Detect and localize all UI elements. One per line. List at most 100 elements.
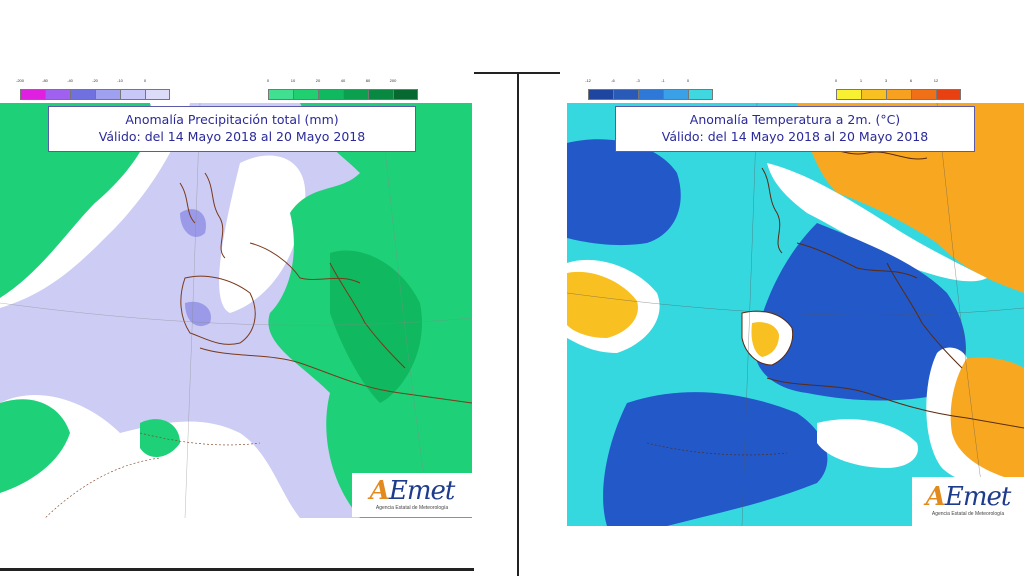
- precip-legend-swatch: [268, 89, 293, 100]
- precip-legend-segment: 10: [291, 78, 318, 100]
- precip-dry-strong-patch-2: [185, 301, 211, 327]
- precip-map: Anomalía Precipitación total (mm) Válido…: [0, 103, 472, 518]
- precip-title-box: Anomalía Precipitación total (mm) Válido…: [48, 106, 416, 152]
- temp-legend-segment: 1: [860, 78, 886, 100]
- precip-legend-segment: 80: [366, 78, 393, 100]
- temp-graticule: [567, 103, 1024, 526]
- temp-legend-segment: 6: [910, 78, 936, 100]
- temp-legend-swatch: [886, 89, 911, 100]
- temp-legend-segment: -6: [611, 78, 638, 100]
- temp-warm-strong-zone-west: [567, 271, 638, 338]
- precip-map-svg: [0, 103, 472, 518]
- temp-neutral-zone-northeast: [767, 163, 987, 282]
- temp-legend-tick-label: 0: [686, 78, 690, 83]
- precip-legend-swatch: [120, 89, 145, 100]
- temp-map-svg: [567, 103, 1024, 526]
- precip-legend-tick-label: -20: [92, 78, 98, 83]
- temp-legend-tick-label: 1: [859, 78, 863, 83]
- temp-title-box: Anomalía Temperatura a 2m. (°C) Válido: …: [615, 106, 975, 152]
- temp-legend-swatch: [613, 89, 638, 100]
- precip-legend-segment: -80: [42, 78, 70, 100]
- temp-legend-segment: 0: [687, 78, 713, 100]
- temp-validity: Válido: del 14 Mayo 2018 al 20 Mayo 2018: [661, 129, 929, 144]
- precip-legend-positive: 0 10 20 40 80 200: [267, 78, 418, 100]
- temp-legend-tick-label: 12: [933, 78, 939, 83]
- aemet-logo-left: AEmet Agencia Estatal de Meteorología: [352, 473, 472, 517]
- precip-legend-tick-label: -40: [67, 78, 73, 83]
- precip-legend-swatch: [318, 89, 343, 100]
- precip-legend-tick-label: 20: [315, 78, 321, 83]
- temp-legend-swatch: [688, 89, 713, 100]
- temp-warm-zone-iberia: [751, 322, 779, 357]
- temp-legend-tick-label: -12: [585, 78, 591, 83]
- temp-legend-segment: 0: [835, 78, 861, 100]
- precip-wet-zone-east-strong: [330, 250, 422, 403]
- temp-legend-tick-label: -1: [661, 78, 665, 83]
- temp-legend-swatch: [588, 89, 613, 100]
- precip-neutral-zone-south: [0, 394, 300, 518]
- temp-cold-strong-zone-central: [754, 223, 966, 401]
- precip-legend-swatch: [95, 89, 120, 100]
- precip-legend-tick-label: 40: [340, 78, 346, 83]
- temp-legend-swatch: [936, 89, 961, 100]
- precip-title: Anomalía Precipitación total (mm): [125, 112, 339, 127]
- precip-legend-segment: -200: [16, 78, 45, 100]
- precip-legend-segment: -10: [117, 78, 145, 100]
- aemet-logo-wordmark: AEmet: [925, 482, 1012, 512]
- temp-legend-tick-label: 3: [884, 78, 888, 83]
- precip-legend-tick-label: 0: [266, 78, 270, 83]
- temp-legend-segment: 3: [885, 78, 911, 100]
- precip-legend-swatch: [343, 89, 368, 100]
- temp-borders: [646, 442, 788, 456]
- temp-legend-swatch: [911, 89, 936, 100]
- temp-legend-swatch: [663, 89, 688, 100]
- precip-legend-segment: 200: [390, 78, 418, 100]
- precip-validity: Válido: del 14 Mayo 2018 al 20 Mayo 2018: [98, 129, 366, 144]
- temp-neutral-zone-southeast: [926, 347, 1007, 484]
- aemet-logo-right: AEmet Agencia Estatal de Meteorología: [912, 477, 1024, 526]
- precip-legend-tick-label: -80: [42, 78, 48, 83]
- precip-legend-tick-label: 0: [143, 78, 147, 83]
- precip-neutral-zone-northwest: [0, 103, 190, 308]
- aemet-logo-subtitle: Agencia Estatal de Meteorología: [931, 511, 1005, 517]
- precip-borders: [44, 432, 261, 518]
- precip-legend-tick-label: -10: [117, 78, 123, 83]
- precip-neutral-zone-central: [219, 155, 306, 313]
- temp-legend-positive: 0 1 3 6 12: [835, 78, 961, 100]
- separator-rule-vertical: [517, 72, 519, 576]
- temp-legend-segment: 12: [934, 78, 961, 100]
- precip-legend-segment: -20: [92, 78, 120, 100]
- precip-legend-tick-label: -200: [15, 78, 24, 83]
- temp-coastlines: [741, 146, 1024, 429]
- precip-legend-swatch: [393, 89, 418, 100]
- precip-legend-negative: -200 -80 -40 -20 -10 0: [16, 78, 170, 100]
- precip-dry-strong-patch-1: [180, 209, 206, 237]
- temp-legend-tick-label: 0: [834, 78, 838, 83]
- precip-legend-swatch: [368, 89, 393, 100]
- aemet-logo-subtitle: Agencia Estatal de Meteorología: [375, 505, 449, 511]
- separator-rule-bottom: [0, 568, 474, 571]
- precip-legend-segment: 0: [144, 78, 170, 100]
- precip-legend-segment: 0: [267, 78, 293, 100]
- temp-legend-tick-label: 6: [909, 78, 913, 83]
- aemet-logo-wordmark: AEmet: [369, 476, 456, 506]
- precip-wet-zone-southwest: [0, 399, 70, 493]
- precip-graticule: [0, 103, 472, 518]
- temp-legend-segment: -3: [636, 78, 663, 100]
- precip-legend-swatch: [20, 89, 45, 100]
- precip-legend-swatch: [145, 89, 170, 100]
- precip-legend-swatch: [70, 89, 95, 100]
- temp-cold-strong-zone-northwest: [567, 139, 681, 246]
- temp-legend-swatch: [836, 89, 861, 100]
- precip-legend-swatch: [293, 89, 318, 100]
- precip-legend-segment: 20: [316, 78, 343, 100]
- temp-legend-tick-label: -6: [611, 78, 615, 83]
- temp-legend-segment: -12: [585, 78, 613, 100]
- temp-title: Anomalía Temperatura a 2m. (°C): [689, 112, 901, 127]
- precip-legend-swatch: [45, 89, 70, 100]
- precip-legend-tick-label: 200: [389, 78, 397, 83]
- temp-legend-swatch: [861, 89, 886, 100]
- temp-cold-strong-zone-south: [603, 392, 828, 526]
- precip-legend-tick-label: 10: [290, 78, 296, 83]
- temp-legend-segment: -1: [661, 78, 688, 100]
